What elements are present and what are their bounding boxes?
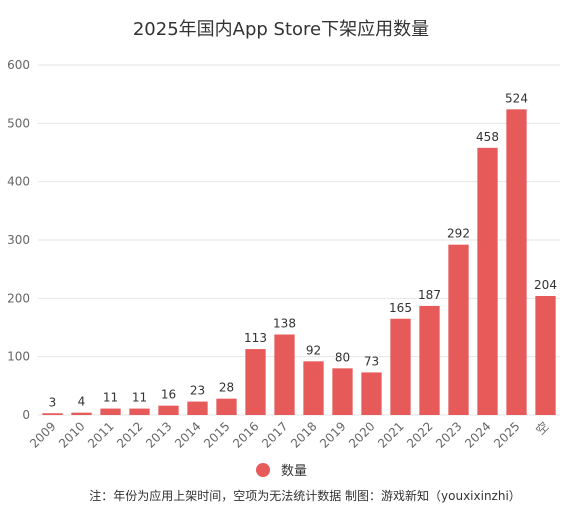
bar-2021 [390, 318, 411, 415]
chart-title: 2025年国内App Store下架应用数量 [133, 19, 429, 40]
value-label: 11 [103, 391, 118, 405]
value-label: 165 [389, 301, 412, 315]
x-tick-label: 2024 [462, 419, 493, 450]
value-label: 292 [447, 227, 470, 241]
footnote: 注：年份为应用上架时间，空项为无法统计数据 制图：游戏新知（youxixinzh… [89, 488, 521, 503]
x-tick-label: 2013 [143, 419, 174, 450]
bar-2017 [274, 334, 295, 415]
x-tick-label: 2021 [375, 419, 406, 450]
bar-2019 [332, 368, 353, 415]
x-tick-label: 2019 [317, 419, 348, 450]
bar-空 [535, 296, 556, 415]
bar-2014 [187, 401, 208, 415]
value-label: 16 [161, 388, 176, 402]
y-tick-label: 500 [7, 116, 30, 130]
bar-2018 [303, 361, 324, 415]
bar-2013 [158, 405, 179, 415]
value-label: 11 [132, 391, 147, 405]
bar-2020 [361, 372, 382, 415]
x-tick-label: 2023 [433, 419, 464, 450]
x-tick-label: 空 [533, 419, 551, 437]
x-tick-label: 2015 [201, 419, 232, 450]
value-label: 458 [476, 130, 499, 144]
bar-2012 [129, 408, 150, 415]
value-label: 524 [505, 91, 528, 105]
bar-2016 [245, 349, 266, 415]
y-tick-label: 300 [7, 233, 30, 247]
bar-2009 [42, 413, 63, 415]
x-tick-label: 2014 [172, 419, 203, 450]
bars [42, 109, 556, 416]
value-label: 28 [219, 381, 234, 395]
y-tick-label: 0 [22, 408, 30, 422]
value-label: 3 [49, 395, 57, 409]
bar-2025 [506, 109, 527, 415]
x-tick-label: 2012 [114, 419, 145, 450]
y-tick-label: 200 [7, 291, 30, 305]
value-label: 204 [534, 278, 557, 292]
x-tick-label: 2025 [491, 419, 522, 450]
x-tick-label: 2022 [404, 419, 435, 450]
value-label: 138 [273, 317, 296, 331]
value-label: 187 [418, 288, 441, 302]
y-axis-ticks: 0 100 200 300 400 500 600 [7, 58, 30, 422]
bar-2010 [71, 412, 92, 415]
bar-2024 [477, 147, 498, 416]
x-tick-label: 2011 [85, 419, 116, 450]
value-label: 4 [78, 395, 86, 409]
x-tick-label: 2018 [288, 419, 319, 450]
y-tick-label: 100 [7, 350, 30, 364]
bar-2011 [100, 408, 121, 415]
legend-label: 数量 [281, 464, 307, 479]
data-labels: 3 4 11 11 16 23 28 113 138 92 80 73 165 187 292 458 524 2… [49, 91, 557, 409]
bar-2023 [448, 244, 469, 415]
gridlines [38, 64, 560, 416]
bar-2022 [419, 305, 440, 415]
value-label: 92 [306, 343, 321, 357]
x-tick-label: 2010 [56, 419, 87, 450]
legend: 数量 [256, 463, 307, 479]
x-tick-label: 2009 [27, 419, 58, 450]
value-label: 23 [190, 384, 205, 398]
y-tick-label: 600 [7, 58, 30, 72]
legend-marker [256, 463, 270, 477]
value-label: 73 [364, 354, 379, 368]
value-label: 113 [244, 331, 267, 345]
x-tick-label: 2020 [346, 419, 377, 450]
x-axis-ticks: 2009201020112012201320142015201620172018… [27, 419, 551, 450]
y-tick-label: 400 [7, 175, 30, 189]
x-tick-label: 2016 [230, 419, 261, 450]
bar-2015 [216, 398, 237, 415]
value-label: 80 [335, 350, 350, 364]
x-tick-label: 2017 [259, 419, 290, 450]
